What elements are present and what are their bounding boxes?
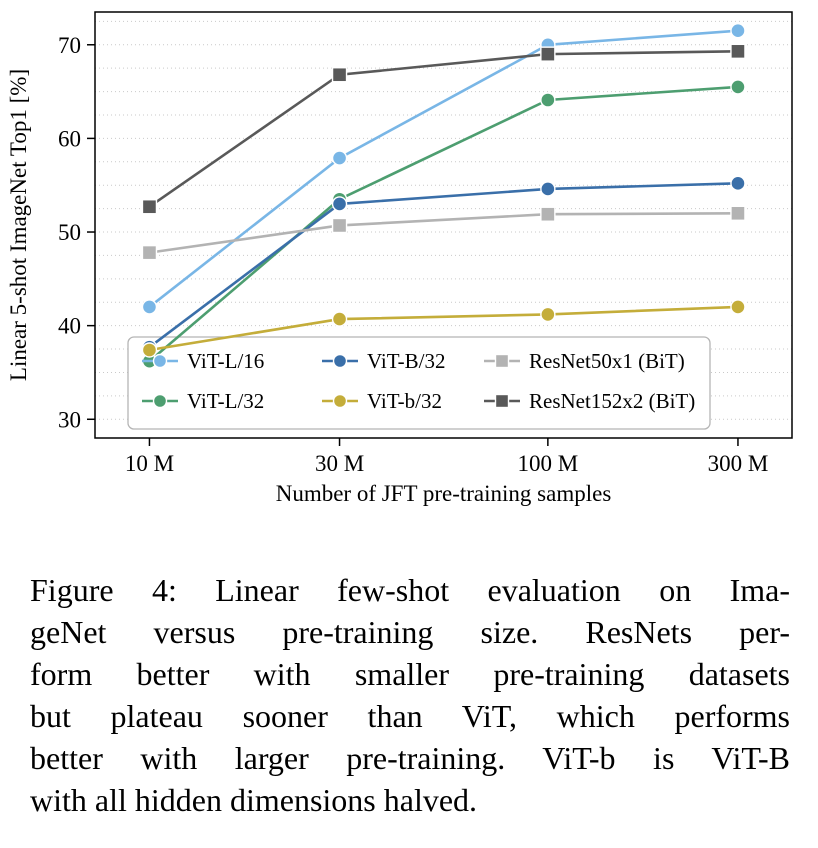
chart-area: 30 40 50 60 70 10 M 30 M 100 M 300 M Number of JF…	[6, 11, 793, 506]
caption-line: Figure 4: Linear few-shot evaluation on …	[30, 572, 790, 608]
caption-line: geNet versus pre-training size. ResNets …	[30, 613, 790, 650]
svg-text:ViT-L/16: ViT-L/16	[187, 349, 264, 373]
svg-text:70: 70	[58, 33, 81, 58]
svg-text:30: 30	[58, 407, 81, 432]
svg-text:ResNet152x2 (BiT): ResNet152x2 (BiT)	[529, 389, 695, 413]
svg-text:Number of JFT pre-training sam: Number of JFT pre-training samples	[276, 481, 612, 506]
figure-caption: Figure 4: Linear few-shot evaluation on …	[0, 570, 818, 821]
svg-text:300 M: 300 M	[708, 451, 769, 476]
caption-line: but plateau sooner than ViT, which perfo…	[30, 697, 790, 734]
svg-text:ViT-b/32: ViT-b/32	[367, 389, 442, 413]
svg-text:10 M: 10 M	[125, 451, 174, 476]
svg-text:50: 50	[58, 220, 81, 245]
svg-text:60: 60	[58, 126, 81, 151]
chart-svg: 30 40 50 60 70 10 M 30 M 100 M 300 M Number of JF…	[6, 11, 793, 506]
figure-4: 30 40 50 60 70 10 M 30 M 100 M 300 M Number of JF…	[0, 11, 818, 821]
svg-text:30 M: 30 M	[315, 451, 364, 476]
svg-text:100 M: 100 M	[518, 451, 579, 476]
svg-text:ViT-B/32: ViT-B/32	[367, 349, 445, 373]
caption-line: form better with smaller pre-training da…	[30, 655, 790, 692]
svg-text:ViT-L/32: ViT-L/32	[187, 389, 264, 413]
svg-text:ResNet50x1 (BiT): ResNet50x1 (BiT)	[529, 349, 685, 373]
svg-text:Linear 5-shot ImageNet Top1 [%: Linear 5-shot ImageNet Top1 [%]	[6, 69, 31, 381]
caption-line: with all hidden dimensions halved.	[30, 781, 478, 818]
caption-line: better with larger pre-training. ViT-b i…	[30, 739, 790, 776]
svg-text:40: 40	[58, 314, 81, 339]
